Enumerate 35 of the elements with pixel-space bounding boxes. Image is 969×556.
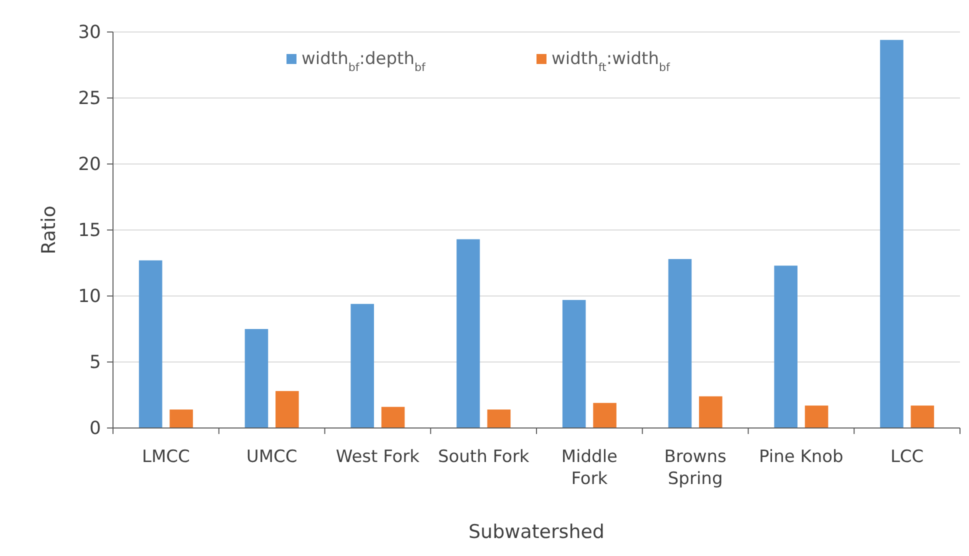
bar (138, 260, 162, 428)
x-tick-label: UMCC (246, 447, 298, 467)
y-tick-label: 5 (90, 352, 101, 373)
bar (593, 402, 616, 428)
bar (244, 329, 268, 428)
x-tick-label: LMCC (142, 447, 190, 467)
y-tick-label: 10 (78, 286, 101, 307)
x-tick-label: Browns Spring (664, 447, 727, 489)
bar (350, 304, 374, 428)
bar (699, 396, 722, 428)
y-axis-title: Ratio (38, 206, 60, 254)
bar (880, 40, 904, 428)
bar (562, 300, 586, 428)
y-tick-label: 20 (78, 154, 101, 175)
legend-label: width$_{ft}$:width$_{bf}$ (552, 49, 671, 74)
bar (381, 406, 405, 428)
bar (170, 410, 193, 428)
bar (910, 406, 934, 428)
y-tick-label: 30 (78, 22, 101, 43)
bar (668, 259, 692, 428)
y-tick-label: 25 (78, 88, 101, 109)
x-axis-title: Subwatershed (468, 521, 604, 543)
bar (804, 406, 828, 428)
legend-label: width$_{bf}$:depth$_{bf}$ (302, 49, 426, 74)
x-tick-label: Pine Knob (759, 447, 844, 467)
bar (456, 239, 480, 428)
bar (487, 410, 511, 428)
y-tick-label: 0 (90, 418, 101, 439)
y-tick-label: 15 (78, 220, 101, 241)
x-tick-label: LCC (890, 447, 924, 467)
x-tick-label: South Fork (438, 447, 530, 467)
x-tick-label: Middle Fork (561, 447, 618, 489)
x-tick-label: West Fork (336, 447, 420, 467)
bar (276, 391, 299, 428)
bar (774, 266, 798, 428)
